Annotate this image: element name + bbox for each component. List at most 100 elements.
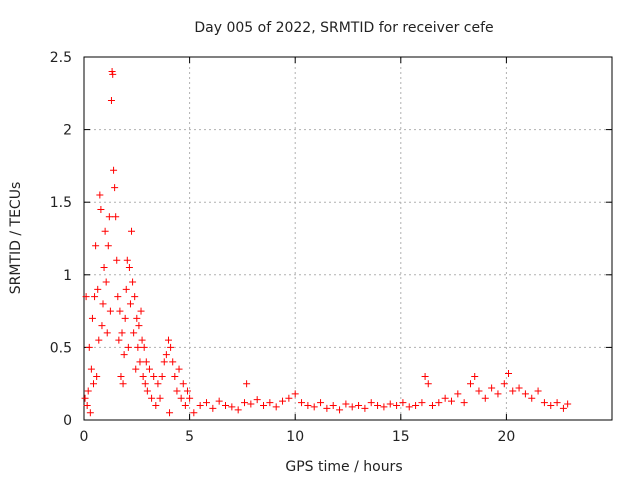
x-tick-label: 5 <box>185 429 194 445</box>
data-point <box>109 70 117 78</box>
y-tick-label: 1.5 <box>50 195 72 211</box>
data-point <box>173 387 181 395</box>
data-point <box>125 264 133 272</box>
data-point <box>148 394 156 402</box>
data-point <box>140 343 148 351</box>
data-point <box>386 400 394 408</box>
data-point <box>421 372 429 380</box>
data-point <box>91 293 99 301</box>
data-point <box>120 351 128 359</box>
data-point <box>110 166 118 174</box>
data-point <box>162 351 170 359</box>
data-point <box>279 397 287 405</box>
series-cefe <box>81 68 572 417</box>
data-point <box>105 213 113 221</box>
data-point <box>160 358 168 366</box>
data-point <box>243 380 251 388</box>
data-point <box>126 300 134 308</box>
data-point <box>154 380 162 388</box>
data-point <box>272 403 280 411</box>
data-point <box>505 370 513 378</box>
data-point <box>342 400 350 408</box>
data-point <box>475 387 483 395</box>
data-point <box>98 322 106 330</box>
data-point <box>266 399 274 407</box>
data-point <box>122 285 130 293</box>
data-point <box>253 396 261 404</box>
data-point <box>298 399 306 407</box>
data-point <box>99 300 107 308</box>
data-point <box>152 401 160 409</box>
data-point <box>85 343 93 351</box>
data-point <box>112 213 120 221</box>
data-point <box>285 394 293 402</box>
data-point <box>150 372 158 380</box>
data-point <box>100 264 108 272</box>
data-point <box>132 365 140 373</box>
data-point <box>177 394 185 402</box>
data-point <box>183 387 191 395</box>
data-point <box>361 404 369 412</box>
data-point <box>348 403 356 411</box>
data-point <box>181 401 189 409</box>
data-point <box>86 409 94 417</box>
data-point <box>179 380 187 388</box>
data-point <box>167 343 175 351</box>
x-tick-label: 20 <box>497 429 515 445</box>
data-point <box>405 403 413 411</box>
x-tick-label: 15 <box>392 429 410 445</box>
data-point <box>101 227 109 235</box>
data-point <box>121 314 129 322</box>
data-point <box>90 380 98 388</box>
data-point <box>138 336 146 344</box>
data-point <box>471 372 479 380</box>
data-point <box>93 372 101 380</box>
data-point <box>521 390 529 398</box>
data-point <box>190 409 198 417</box>
data-point <box>128 227 136 235</box>
data-point <box>133 314 141 322</box>
y-tick-label: 0 <box>63 413 72 429</box>
data-point <box>428 401 436 409</box>
axes-layer: 0 5 10 15 20 0 0.5 1 1.5 2 2.5 <box>50 50 613 445</box>
data-point <box>466 380 474 388</box>
data-point <box>123 256 131 264</box>
data-point <box>329 401 337 409</box>
data-point <box>169 358 177 366</box>
data-point <box>119 380 127 388</box>
data-point <box>435 399 443 407</box>
data-point <box>134 343 142 351</box>
data-points-layer <box>81 68 572 417</box>
data-point <box>96 191 104 199</box>
data-point <box>156 394 164 402</box>
plot-frame <box>83 56 613 421</box>
data-point <box>380 403 388 411</box>
data-point <box>175 365 183 373</box>
data-point <box>534 387 542 395</box>
data-point <box>142 358 150 366</box>
data-point <box>515 384 523 392</box>
data-point <box>131 293 139 301</box>
data-point <box>304 401 312 409</box>
data-point <box>94 285 102 293</box>
data-point <box>367 399 375 407</box>
y-tick-label: 2 <box>63 123 72 139</box>
data-point <box>135 322 143 330</box>
data-point <box>481 394 489 402</box>
data-point <box>310 403 318 411</box>
data-point <box>209 404 217 412</box>
data-point <box>399 399 407 407</box>
data-point <box>317 399 325 407</box>
data-point <box>106 307 114 315</box>
data-point <box>97 205 105 213</box>
data-point <box>222 401 230 409</box>
y-tick-label: 0.5 <box>50 340 72 356</box>
data-point <box>92 242 100 250</box>
data-point <box>234 406 242 414</box>
data-point <box>186 394 194 402</box>
data-point <box>143 387 151 395</box>
data-point <box>247 400 255 408</box>
data-point <box>509 387 517 395</box>
